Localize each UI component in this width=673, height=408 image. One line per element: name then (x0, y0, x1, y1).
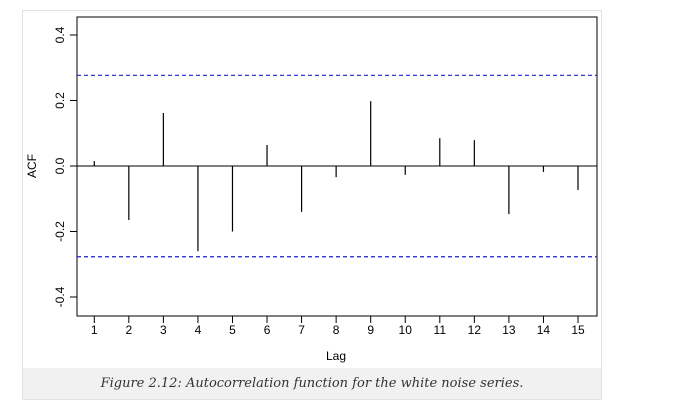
x-tick-label: 13 (502, 323, 516, 337)
x-tick-label: 14 (537, 323, 551, 337)
y-tick-label: -0.4 (53, 286, 67, 307)
x-tick-label: 9 (367, 323, 374, 337)
x-tick-label: 3 (160, 323, 167, 337)
y-tick-label: 0.4 (53, 26, 67, 43)
caption: Figure 2.12: Autocorrelation function fo… (23, 368, 601, 399)
x-tick-label: 6 (264, 323, 271, 337)
x-tick-label: 12 (468, 323, 482, 337)
x-tick-label: 5 (229, 323, 236, 337)
y-axis-label: ACF (25, 154, 39, 178)
x-tick-label: 7 (298, 323, 305, 337)
x-tick-label: 4 (195, 323, 202, 337)
x-tick-label: 8 (333, 323, 340, 337)
y-tick-label: 0.2 (53, 92, 67, 109)
figure-frame (22, 10, 602, 400)
y-tick-label: -0.2 (53, 221, 67, 242)
y-tick-label: 0.0 (53, 157, 67, 174)
x-tick-label: 1 (91, 323, 98, 337)
x-tick-label: 2 (125, 323, 132, 337)
x-axis-label: Lag (326, 349, 346, 363)
x-tick-label: 10 (399, 323, 413, 337)
x-tick-label: 11 (434, 323, 447, 337)
x-tick-label: 15 (571, 323, 585, 337)
